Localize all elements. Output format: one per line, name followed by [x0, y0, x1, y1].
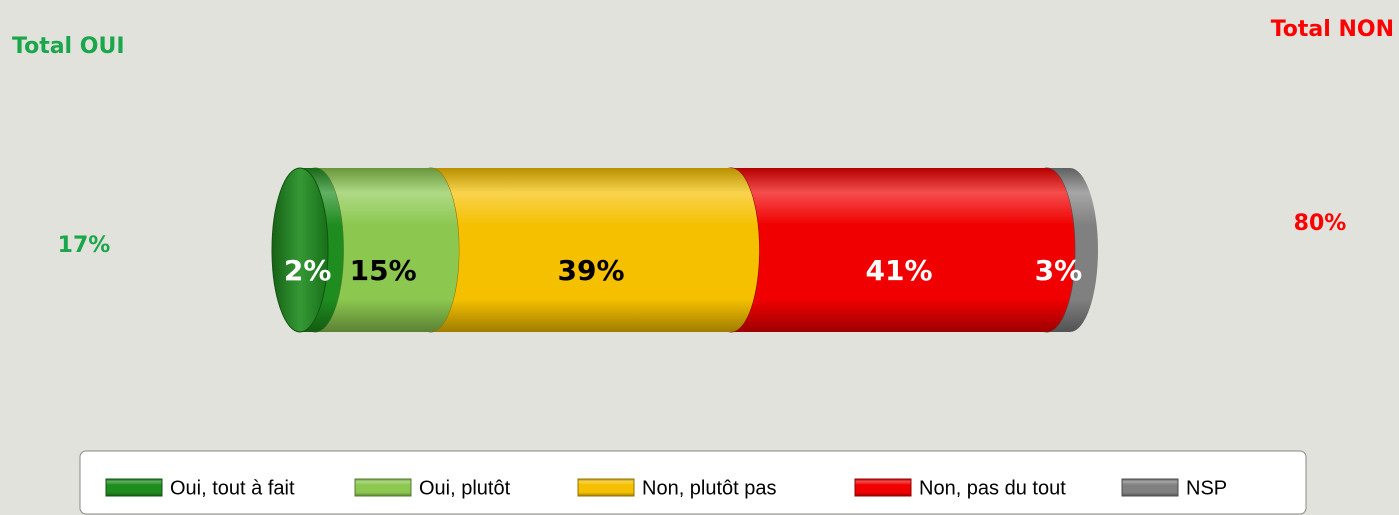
legend-label: NSP — [1186, 477, 1227, 499]
segment-cap — [271, 167, 329, 333]
value-label: 15% — [350, 254, 417, 287]
legend-swatch — [854, 478, 912, 497]
total-title: Total OUI — [12, 34, 125, 59]
legend-swatch — [105, 478, 163, 497]
legend-swatch — [354, 478, 412, 497]
legend-label: Oui, tout à fait — [170, 477, 295, 499]
legend-label: Non, pas du tout — [919, 477, 1066, 499]
segment — [271, 167, 344, 333]
segment-body — [731, 168, 1047, 332]
value-label: 41% — [866, 254, 933, 287]
total-value: 80% — [1294, 211, 1347, 236]
total-value: 17% — [58, 233, 111, 258]
segment-body — [430, 168, 732, 332]
value-label: 2% — [284, 254, 332, 287]
legend-swatch — [577, 478, 635, 497]
value-label: 39% — [558, 254, 625, 287]
total-title: Total NON — [1271, 17, 1394, 42]
legend-label: Oui, plutôt — [419, 477, 511, 499]
legend-label: Non, plutôt pas — [642, 477, 777, 499]
legend-box — [79, 450, 1307, 515]
legend-swatch — [1121, 478, 1179, 497]
value-label: 3% — [1035, 254, 1083, 287]
